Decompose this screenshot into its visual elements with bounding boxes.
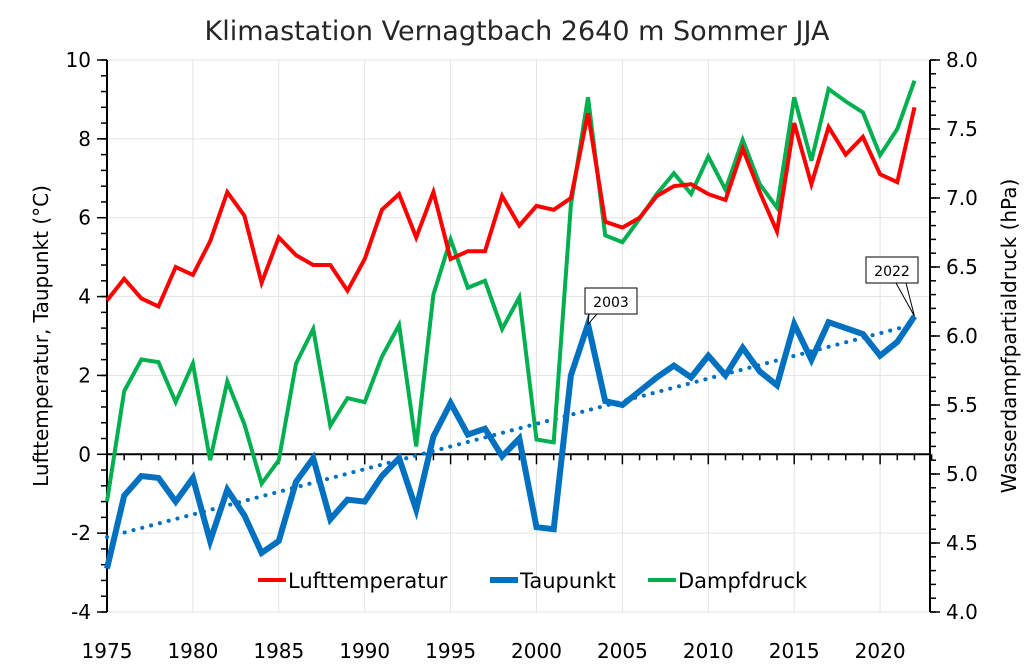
y-left-tick-label: 0 (78, 442, 91, 466)
y-right-tick-label: 6.0 (946, 324, 978, 348)
y-right-tick-label: 4.0 (946, 600, 978, 624)
series-line-lufttemperatur (105, 106, 917, 310)
y-left-tick-label: 4 (78, 285, 91, 309)
y-left-tick-label: 2 (78, 363, 91, 387)
x-tick-label: 1975 (82, 639, 133, 663)
y-axis-left-title: Lufttemperatur, Taupunkt (°C) (29, 185, 53, 487)
x-tick-label: 1995 (425, 639, 476, 663)
x-tick-label: 2005 (597, 639, 648, 663)
x-tick-label: 1985 (253, 639, 304, 663)
annotation-callout-pointer (587, 313, 599, 326)
x-tick-label: 2000 (511, 639, 562, 663)
y-right-tick-label: 8.0 (946, 48, 978, 72)
annotation-box (584, 287, 638, 315)
y-axis-right-title: Wasserdampfpartialdruck (hPa) (997, 179, 1021, 494)
annotation-box (865, 256, 919, 284)
x-tick-label: 2010 (683, 639, 734, 663)
y-right-tick-label: 6.5 (946, 255, 978, 279)
y-right-tick-label: 5.0 (946, 462, 978, 486)
y-right-tick-label: 7.5 (946, 117, 978, 141)
legend-label-dampfdruck: Dampfdruck (678, 569, 808, 593)
x-tick-label: 1980 (167, 639, 218, 663)
y-left-tick-label: -4 (71, 600, 91, 624)
y-left-tick-label: 6 (78, 206, 91, 230)
y-left-tick-label: 10 (66, 48, 91, 72)
x-tick-label: 2015 (769, 639, 820, 663)
annotation-callout-pointer (895, 282, 915, 317)
axes: -4 -2 0 2 4 6 8 10 4.0 4.5 5.0 5.5 6.0 6.5 7.0 7.5 8.0 19… (66, 48, 978, 663)
trendline-taupunkt (105, 322, 917, 540)
legend-label-taupunkt: Taupunkt (519, 569, 616, 593)
y-right-tick-label: 4.5 (946, 531, 978, 555)
series-line-taupunkt (104, 313, 917, 570)
legend: Lufttemperatur Taupunkt Dampfdruck (258, 569, 808, 593)
series-line-dampfdruck (105, 80, 917, 502)
x-tick-label: 2020 (855, 639, 906, 663)
legend-label-lufttemperatur: Lufttemperatur (288, 569, 448, 593)
series-group (104, 80, 917, 570)
annotation-label: 2022 (874, 264, 910, 280)
y-left-tick-label: 8 (78, 127, 91, 151)
chart-title: Klimastation Vernagtbach 2640 m Sommer J… (205, 16, 830, 47)
annotations: 2003 2022 (584, 256, 919, 326)
annotation-label: 2003 (593, 295, 629, 311)
y-right-tick-label: 7.0 (946, 186, 978, 210)
y-right-tick-label: 5.5 (946, 393, 978, 417)
y-left-tick-label: -2 (71, 521, 91, 545)
x-tick-label: 1990 (339, 639, 390, 663)
